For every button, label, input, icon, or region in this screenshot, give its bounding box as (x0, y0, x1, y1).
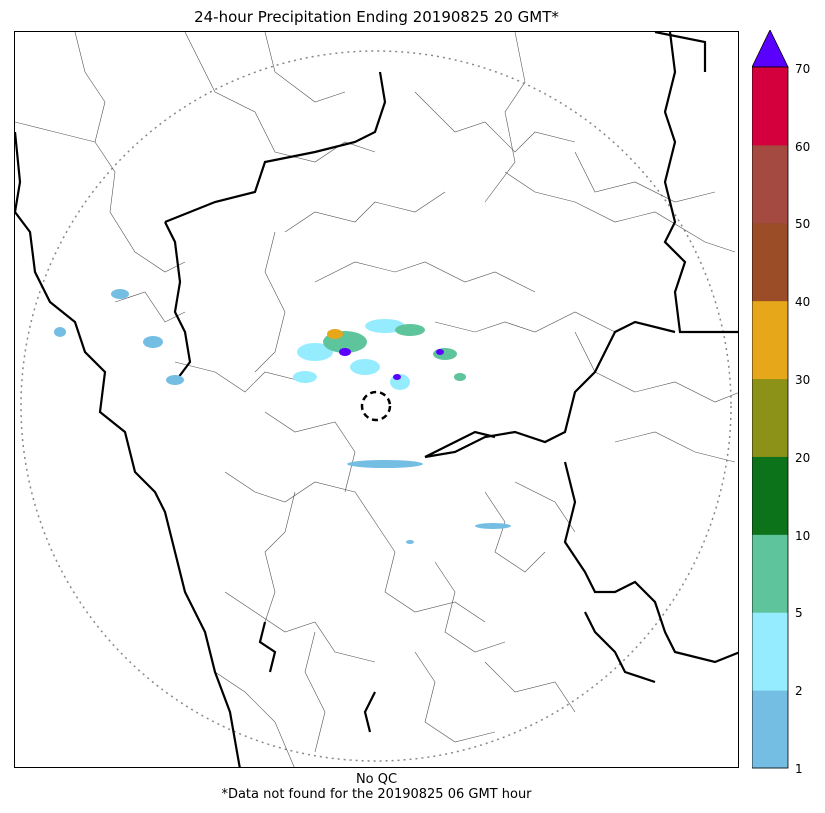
precip-colorbar (752, 30, 789, 769)
state-boundaries (15, 32, 738, 767)
radar-range-ring (20, 50, 732, 762)
colorbar-tick-30: 30 (795, 373, 811, 387)
colorbar-tick-10: 10 (795, 529, 811, 543)
colorbar-tick-5: 5 (795, 606, 803, 620)
colorbar-segment (752, 222, 788, 302)
qc-status: No QC (355, 772, 398, 787)
colorbar-segment (752, 67, 788, 146)
district-boundaries (15, 32, 738, 767)
radar-site-circle (360, 390, 392, 422)
colorbar-segment (752, 144, 788, 224)
colorbar-tick-50: 50 (795, 217, 811, 231)
colorbar-tick-40: 40 (795, 295, 811, 309)
colorbar-extend-arrow (752, 30, 789, 68)
colorbar-segment (752, 690, 788, 769)
missing-data-note: *Data not found for the 20190825 06 GMT … (221, 787, 532, 802)
map-title: 24-hour Precipitation Ending 20190825 20… (194, 8, 559, 26)
colorbar-segment (752, 612, 788, 691)
colorbar-tick-60: 60 (795, 140, 811, 154)
colorbar-tick-20: 20 (795, 451, 811, 465)
colorbar-segment (752, 378, 788, 457)
colorbar-tick-1: 1 (795, 762, 803, 776)
colorbar-segment (752, 534, 788, 613)
colorbar-segment (752, 456, 788, 535)
colorbar-segment (752, 300, 788, 380)
colorbar-tick-2: 2 (795, 684, 803, 698)
colorbar-tick-70: 70 (795, 62, 811, 76)
radar-map[interactable] (14, 31, 739, 768)
precipitation-cells (54, 289, 511, 544)
